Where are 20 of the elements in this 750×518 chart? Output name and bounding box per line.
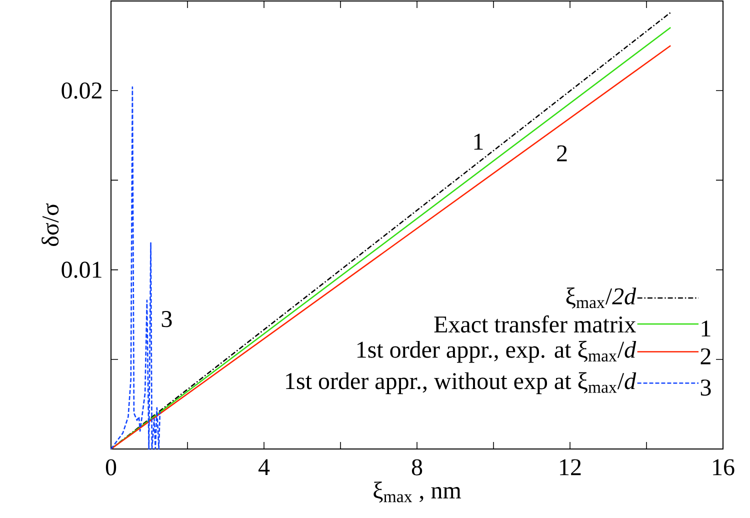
legend-label: Exact transfer matrix bbox=[434, 315, 636, 333]
x-tick-label: 8 bbox=[412, 459, 422, 476]
x-tick-label: 0 bbox=[106, 459, 116, 476]
annotation: 2 bbox=[557, 145, 567, 162]
x-tick-label: 16 bbox=[713, 459, 734, 476]
y-tick-label: 0.02 bbox=[62, 82, 102, 99]
y-tick-label: 0.01 bbox=[62, 262, 102, 278]
legend-label: ξ$_{max}$/2d bbox=[566, 288, 636, 309]
legend-label: 1st order appr., exp. at ξ$_{max}$/d bbox=[357, 340, 636, 363]
legend-label: 1st order appr., without exp at ξ$_{max}$/d bbox=[286, 372, 636, 394]
x-axis-title: ξ$_{max}$ , nm bbox=[374, 482, 462, 503]
annotation: 3 bbox=[700, 380, 711, 396]
annotation: 1 bbox=[702, 320, 710, 336]
annotation: 1 bbox=[474, 134, 483, 150]
annotation: 2 bbox=[700, 348, 710, 364]
x-tick-label: 12 bbox=[560, 459, 581, 476]
line-series bbox=[110, 86, 161, 450]
y-axis-title: δσ/σ bbox=[42, 203, 59, 246]
annotation: 3 bbox=[162, 311, 172, 328]
x-tick-label: 4 bbox=[258, 459, 270, 475]
